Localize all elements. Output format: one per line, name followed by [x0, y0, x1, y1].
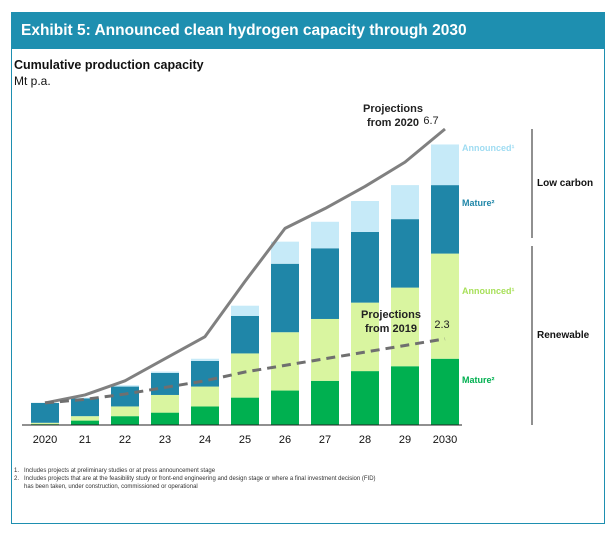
bar-9-series-2: [391, 219, 419, 288]
exhibit-header: Exhibit 5: Announced clean hydrogen capa…: [12, 13, 604, 49]
x-tick-3: 23: [159, 434, 171, 446]
projection-end-2019: 2.3: [434, 319, 449, 331]
bar-10-series-0: [431, 358, 459, 425]
projection-end-2020: 6.7: [423, 115, 438, 127]
bar-1-series-2: [71, 398, 99, 417]
x-tick-9: 29: [399, 434, 411, 446]
bar-1-series-0: [71, 420, 99, 425]
bar-5-series-1: [231, 353, 259, 398]
stack-label-1: Mature²: [462, 198, 495, 208]
bar-10-series-3: [431, 144, 459, 186]
bar-7-series-1: [311, 318, 339, 381]
x-tick-6: 26: [279, 434, 291, 446]
bar-3-series-2: [151, 372, 179, 395]
bar-3-series-1: [151, 394, 179, 413]
bar-5-series-3: [231, 305, 259, 316]
bar-4-series-3: [191, 358, 219, 361]
bar-8-series-3: [351, 201, 379, 232]
bar-3-series-3: [151, 371, 179, 373]
x-tick-0: 2020: [33, 434, 57, 446]
group-label-low-carbon: Low carbon: [537, 178, 593, 189]
bar-5-series-2: [231, 315, 259, 354]
projection-line-1: [44, 337, 446, 405]
bar-0-series-2: [31, 402, 59, 423]
bar-1-series-3: [71, 397, 99, 399]
chart-unit: Mt p.a.: [14, 74, 51, 88]
stack-label-3: Mature²: [462, 375, 495, 385]
projection-label-2019-a: Projections: [361, 309, 421, 321]
bar-7-series-0: [311, 380, 339, 425]
bar-6-series-3: [271, 241, 299, 264]
bar-0-series-1: [31, 422, 59, 425]
exhibit-frame: Exhibit 5: Announced clean hydrogen capa…: [11, 12, 605, 524]
chart-subtitle: Cumulative production capacity: [14, 58, 204, 72]
bar-8-series-2: [351, 231, 379, 303]
bar-8-series-1: [351, 302, 379, 372]
bar-2-series-2: [111, 386, 139, 407]
bar-2-series-1: [111, 406, 139, 417]
x-tick-5: 25: [239, 434, 251, 446]
footnote-2-cont: has been taken, under construction, comm…: [24, 484, 198, 490]
group-label-renewable: Renewable: [537, 330, 590, 341]
bar-9-series-0: [391, 366, 419, 425]
projection-label-2020-a: Projections: [363, 103, 423, 115]
footnote-2: 2. Includes projects that are at the feas…: [14, 476, 376, 482]
bar-8-series-0: [351, 371, 379, 425]
bar-2-series-0: [111, 416, 139, 425]
stack-label-0: Announced¹: [462, 143, 515, 153]
projection-label-2020-b: from 2020: [367, 117, 419, 129]
x-tick-7: 27: [319, 434, 331, 446]
bar-3-series-0: [151, 412, 179, 425]
projection-label-2019-b: from 2019: [365, 323, 417, 335]
x-tick-1: 21: [79, 434, 91, 446]
bar-10-series-2: [431, 185, 459, 254]
bar-7-series-3: [311, 221, 339, 249]
x-tick-4: 24: [199, 434, 211, 446]
bar-7-series-2: [311, 248, 339, 319]
bar-5-series-0: [231, 397, 259, 425]
bar-1-series-1: [71, 416, 99, 421]
x-tick-8: 28: [359, 434, 371, 446]
bar-9-series-3: [391, 185, 419, 220]
bar-4-series-1: [191, 386, 219, 407]
bar-10-series-1: [431, 253, 459, 359]
bar-6-series-1: [271, 332, 299, 391]
bar-9-series-1: [391, 287, 419, 367]
projection-line-0: [44, 127, 446, 405]
bar-6-series-0: [271, 390, 299, 425]
stack-label-2: Announced¹: [462, 286, 515, 296]
x-tick-10: 2030: [433, 434, 457, 446]
bar-2-series-3: [111, 385, 139, 387]
footnote-1: 1. Includes projects at preliminary studi…: [14, 468, 216, 474]
bar-6-series-2: [271, 263, 299, 333]
x-tick-2: 22: [119, 434, 131, 446]
bar-4-series-0: [191, 406, 219, 425]
